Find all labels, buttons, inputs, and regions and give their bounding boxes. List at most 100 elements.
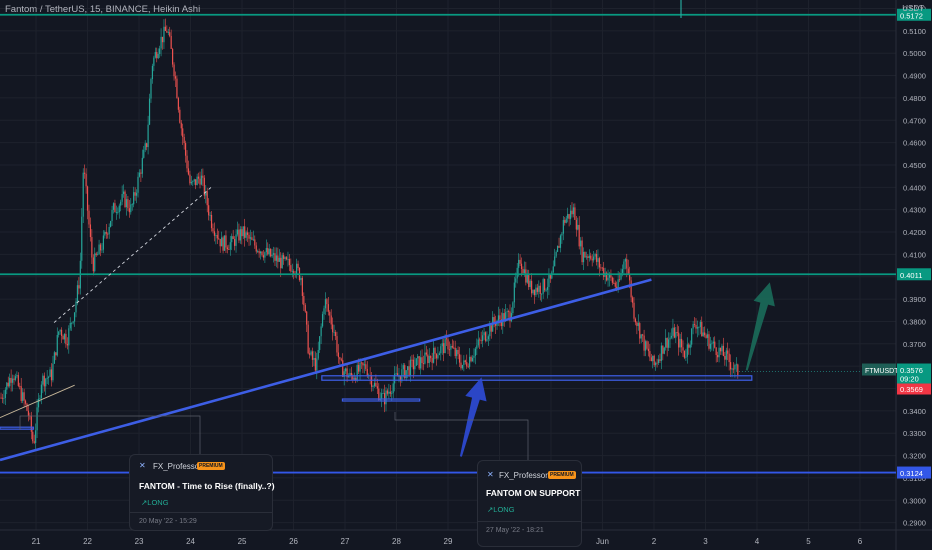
candle-body	[520, 263, 523, 270]
candle-body	[66, 343, 68, 346]
candle-body	[143, 149, 145, 158]
candle-body	[647, 348, 650, 352]
candle-body	[36, 407, 38, 431]
candle-body	[598, 258, 600, 268]
candle-body	[564, 220, 566, 223]
x-tick-label: 22	[83, 537, 92, 546]
candle-body	[170, 35, 172, 49]
candle-body	[343, 371, 345, 377]
candle-body	[283, 255, 285, 259]
candle-body	[562, 220, 564, 234]
candle-body	[6, 382, 8, 390]
premium-badge: PREMIUM	[197, 462, 225, 470]
candle-body	[275, 255, 278, 261]
candle-body	[558, 245, 560, 248]
candle-body	[281, 255, 283, 269]
x-tick-label: 23	[135, 537, 144, 546]
candle-body	[68, 328, 70, 346]
idea-card-2[interactable]: ✕ FX_Professor PREMIUM FANTOM ON SUPPORT…	[477, 460, 582, 547]
candle-body	[650, 357, 652, 362]
candle-body	[16, 375, 18, 377]
candle-body	[104, 232, 106, 236]
candle-body	[497, 315, 500, 321]
candle-body	[722, 345, 724, 357]
candle-body	[234, 239, 236, 246]
idea-title[interactable]: FANTOM ON SUPPORT	[486, 488, 581, 498]
candle-body	[307, 324, 309, 354]
candle-body	[513, 282, 515, 303]
candle-body	[236, 229, 239, 235]
candle-body	[94, 253, 96, 272]
candle-body	[675, 332, 677, 338]
candle-body	[342, 360, 344, 377]
candle-body	[620, 272, 622, 280]
candle-body	[150, 79, 152, 99]
candle-body	[146, 143, 148, 148]
idea-author[interactable]: FX_Professor	[499, 471, 548, 480]
candle-body	[206, 191, 208, 206]
candle-body	[223, 235, 226, 251]
candle-body	[732, 368, 735, 370]
idea-direction-label: LONG	[493, 505, 515, 514]
candle-body	[4, 389, 6, 399]
candle-body	[438, 353, 440, 356]
candle-body	[82, 172, 84, 217]
candle-body	[52, 363, 54, 381]
idea-title[interactable]: FANTOM - Time to Rise (finally..?)	[139, 481, 275, 491]
candle-body	[417, 356, 419, 359]
candle-body	[46, 377, 48, 379]
candle-body	[226, 247, 228, 250]
candle-body	[696, 327, 699, 329]
candle-body	[518, 259, 520, 268]
candle-body	[301, 277, 303, 296]
idea-card-1[interactable]: ✕ FX_Professor PREMIUM FANTOM - Time to …	[129, 454, 275, 531]
candle-body	[242, 226, 244, 237]
y-tick-label: 0.4100	[903, 250, 926, 259]
candle-body	[27, 410, 30, 416]
candle-body	[316, 358, 318, 371]
candle-body	[381, 393, 383, 399]
candle-body	[450, 345, 452, 350]
candle-body	[249, 237, 252, 239]
candle-body	[554, 256, 556, 267]
y-tick-label: 0.4200	[903, 228, 926, 237]
candle-body	[386, 390, 389, 394]
idea-author[interactable]: FX_Professor	[153, 462, 202, 471]
candle-body	[685, 356, 687, 358]
candle-body	[467, 366, 469, 368]
candle-body	[706, 334, 709, 338]
candle-body	[437, 355, 439, 359]
x-tick-label: 25	[238, 537, 247, 546]
candle-body	[81, 216, 83, 261]
candle-body	[329, 311, 331, 316]
candle-body	[321, 314, 324, 327]
candle-body	[259, 251, 262, 254]
candle-body	[190, 182, 192, 184]
candle-body	[626, 259, 628, 269]
candle-body	[202, 175, 204, 178]
candle-body	[11, 378, 14, 383]
idea-date: 27 May '22 - 18:21	[486, 527, 544, 534]
candle-body	[225, 235, 227, 248]
candle-body	[50, 369, 53, 381]
candle-body	[412, 359, 414, 370]
candle-body	[506, 311, 508, 313]
candle-body	[332, 324, 334, 333]
candle-body	[356, 365, 358, 381]
candle-body	[669, 337, 671, 340]
candle-body	[43, 375, 45, 387]
y-tick-label: 0.3300	[903, 429, 926, 438]
y-tick-label: 0.4900	[903, 72, 926, 81]
candle-body	[179, 109, 181, 123]
candle-body	[216, 235, 218, 239]
candle-body	[398, 376, 400, 377]
candle-body	[594, 253, 596, 257]
candle-body	[686, 344, 688, 357]
candle-body	[154, 52, 156, 58]
candle-body	[682, 347, 684, 351]
x-tick-label: 24	[186, 537, 195, 546]
trendline	[53, 186, 212, 323]
candle-body	[13, 378, 15, 380]
